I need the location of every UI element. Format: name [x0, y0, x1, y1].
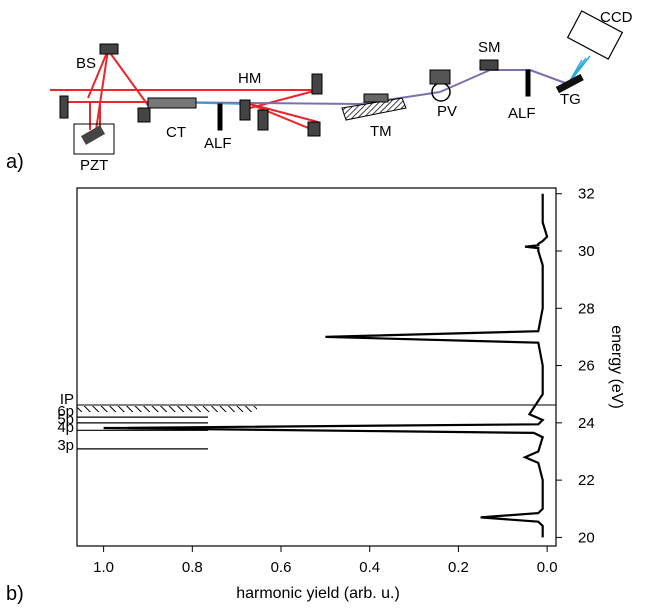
x-tick-label: 0.2 [448, 559, 469, 576]
pzt-mirror [80, 125, 106, 145]
plot-frame [76, 187, 557, 547]
y-tick-label: 22 [578, 472, 595, 489]
mount-1 [137, 107, 151, 123]
y-tick-label: 24 [578, 415, 595, 432]
alf1-filter [217, 103, 223, 131]
setup-diagram: HM BS PZT CT ALF TM PV SM ALF TG CCD a) [6, 9, 633, 174]
label-ccd: CCD [600, 9, 633, 26]
level-label-6p: 6p [57, 403, 74, 420]
y-tick-label: 32 [578, 186, 595, 203]
y-axis-ticks: 20 22 24 26 28 30 32 [556, 186, 595, 546]
input-mirror-mount [59, 95, 69, 119]
x-tick-label: 1.0 [93, 559, 114, 576]
mount-2 [239, 99, 251, 121]
optics-mounts [59, 43, 531, 137]
y-axis-title: energy (eV) [608, 325, 625, 409]
alf2-filter [525, 69, 531, 97]
x-tick-label: 0.4 [359, 559, 380, 576]
label-pv: PV [437, 103, 457, 120]
level-label-5p: 5p [57, 411, 74, 428]
x-tick-label: 0.0 [537, 559, 558, 576]
mount-3 [257, 109, 269, 131]
hm-mount [311, 73, 323, 95]
ir-beam-paths [50, 49, 319, 133]
pzt-box [73, 123, 115, 155]
x-tick-label: 0.6 [271, 559, 292, 576]
ip-hatch [77, 406, 257, 412]
level-label-IP: IP [60, 391, 74, 408]
y-tick-label: 30 [578, 243, 595, 260]
ccd-camera [566, 10, 624, 60]
tg-grating [555, 73, 584, 94]
y-tick-label: 28 [578, 300, 595, 317]
label-hm: HM [238, 70, 261, 87]
x-tick-label: 0.8 [182, 559, 203, 576]
x-axis-ticks: 1.0 0.8 0.6 0.4 0.2 0.0 [93, 546, 558, 576]
panel-b-label: b) [6, 583, 24, 605]
y-tick-label: 26 [578, 358, 595, 375]
panel-a-label: a) [6, 151, 24, 173]
sm-mount [479, 59, 499, 71]
y-tick-label: 20 [578, 529, 595, 546]
bs-mount [99, 43, 119, 55]
tm-mount [363, 93, 389, 103]
level-label-3p: 3p [57, 437, 74, 454]
label-sm: SM [478, 39, 501, 56]
label-tm: TM [370, 123, 392, 140]
xuv-beam-path [149, 69, 569, 105]
label-alf-2: ALF [508, 105, 536, 122]
pv-body [429, 69, 451, 85]
mount-4 [307, 121, 321, 137]
ct-cell [147, 97, 197, 109]
label-bs: BS [76, 55, 96, 72]
label-alf-1: ALF [204, 135, 232, 152]
spectrum-line [103, 193, 549, 538]
x-axis-title: harmonic yield (arb. u.) [236, 585, 400, 602]
label-pzt: PZT [80, 157, 108, 174]
level-label-4p: 4p [57, 419, 74, 436]
label-ct: CT [166, 124, 186, 141]
label-tg: TG [560, 91, 581, 108]
